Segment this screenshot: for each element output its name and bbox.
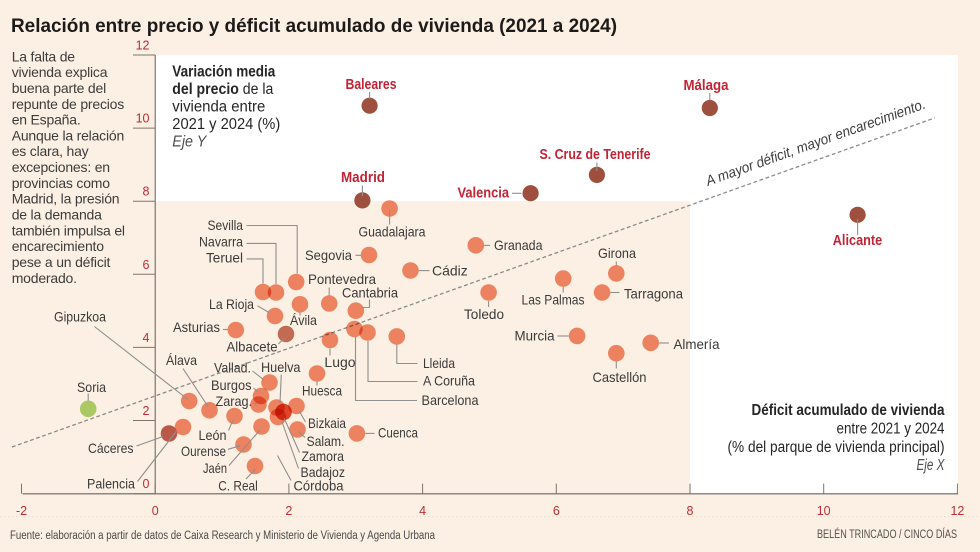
svg-text:Zarag.: Zarag. [216, 393, 253, 409]
svg-text:6: 6 [553, 504, 560, 518]
svg-text:6: 6 [143, 258, 150, 272]
svg-text:Eje X: Eje X [917, 457, 945, 474]
svg-text:excepciones: en: excepciones: en [12, 159, 110, 175]
svg-text:Las Palmas: Las Palmas [522, 292, 585, 308]
svg-text:Eje Y: Eje Y [172, 134, 208, 151]
svg-text:Álava: Álava [166, 352, 197, 368]
svg-text:Cáceres: Cáceres [88, 440, 134, 456]
svg-text:4: 4 [143, 331, 150, 345]
svg-text:Baleares: Baleares [346, 77, 397, 93]
svg-text:entre 2021 y 2024: entre 2021 y 2024 [837, 421, 945, 438]
svg-text:4: 4 [419, 504, 426, 518]
svg-text:Déficit acumulado de vivienda: Déficit acumulado de vivienda [752, 402, 945, 419]
svg-text:Cantabria: Cantabria [342, 285, 398, 301]
svg-text:12: 12 [136, 39, 150, 53]
svg-text:Gipuzkoa: Gipuzkoa [54, 309, 106, 325]
svg-text:Segovia: Segovia [305, 247, 352, 263]
svg-text:2021 y 2024 (%): 2021 y 2024 (%) [172, 116, 280, 133]
svg-text:Castellón: Castellón [593, 369, 647, 385]
svg-text:León: León [199, 427, 227, 443]
svg-text:Bizkaia: Bizkaia [308, 415, 346, 431]
svg-text:2: 2 [143, 404, 150, 418]
svg-text:Lugo: Lugo [324, 354, 355, 370]
svg-text:Fuente: elaboración a partir d: Fuente: elaboración a partir de datos de… [10, 530, 436, 542]
svg-text:0: 0 [152, 504, 159, 518]
svg-text:Soria: Soria [77, 379, 106, 395]
svg-text:del precio de la: del precio de la [172, 81, 273, 98]
svg-text:encarecimiento: encarecimiento [12, 238, 105, 254]
svg-text:0: 0 [143, 477, 150, 491]
svg-text:también impulsa el: también impulsa el [12, 222, 125, 238]
svg-text:-2: -2 [16, 504, 27, 518]
svg-text:Relación entre precio y défici: Relación entre precio y déficit acumulad… [11, 15, 617, 37]
svg-text:Girona: Girona [598, 245, 636, 261]
svg-text:pese a un déficit: pese a un déficit [12, 254, 111, 270]
svg-text:Toledo: Toledo [464, 306, 504, 322]
svg-text:8: 8 [143, 185, 150, 199]
svg-text:Granada: Granada [494, 237, 543, 253]
svg-text:repunte de precios: repunte de precios [12, 96, 125, 112]
svg-text:Burgos: Burgos [211, 377, 252, 393]
svg-text:A Coruña: A Coruña [423, 373, 475, 389]
svg-text:Alicante: Alicante [833, 233, 883, 249]
svg-text:en España.: en España. [12, 112, 81, 128]
svg-text:Barcelona: Barcelona [422, 392, 479, 408]
svg-text:12: 12 [950, 504, 964, 518]
svg-text:Murcia: Murcia [515, 328, 555, 344]
svg-text:Tarragona: Tarragona [624, 286, 683, 302]
svg-text:Albacete: Albacete [227, 339, 278, 355]
svg-text:Almería: Almería [674, 336, 720, 352]
svg-text:La falta de: La falta de [12, 48, 76, 64]
svg-text:10: 10 [817, 504, 831, 518]
svg-text:Huesca: Huesca [302, 383, 342, 399]
svg-text:Zamora: Zamora [302, 448, 345, 464]
svg-text:Asturias: Asturias [173, 319, 220, 335]
svg-text:Aunque la relación: Aunque la relación [12, 127, 124, 143]
svg-text:Valencia: Valencia [458, 186, 510, 202]
svg-text:vivienda entre: vivienda entre [172, 99, 265, 116]
svg-text:Ávila: Ávila [290, 312, 317, 328]
svg-text:S. Cruz de Tenerife: S. Cruz de Tenerife [540, 147, 651, 163]
svg-text:vivienda explica: vivienda explica [12, 64, 108, 80]
svg-text:buena parte del: buena parte del [12, 80, 106, 96]
svg-text:Palencia: Palencia [87, 476, 135, 492]
svg-text:BELÉN TRINCADO / CINCO DÍAS: BELÉN TRINCADO / CINCO DÍAS [817, 528, 957, 541]
svg-text:Teruel: Teruel [206, 250, 243, 266]
svg-text:Cádiz: Cádiz [432, 263, 468, 279]
svg-text:C. Real: C. Real [218, 478, 258, 494]
svg-text:de la demanda: de la demanda [12, 207, 102, 223]
svg-text:La Rioja: La Rioja [209, 296, 254, 312]
svg-text:Pontevedra: Pontevedra [308, 271, 376, 287]
svg-text:Córdoba: Córdoba [294, 478, 344, 494]
svg-text:Lleida: Lleida [423, 355, 455, 371]
svg-text:8: 8 [687, 504, 694, 518]
svg-text:Cuenca: Cuenca [378, 425, 418, 441]
svg-text:Málaga: Málaga [684, 78, 730, 94]
svg-text:es clara, hay: es clara, hay [12, 143, 89, 159]
svg-text:Ourense: Ourense [181, 443, 226, 459]
svg-text:Salam.: Salam. [307, 433, 345, 449]
svg-text:Badajoz: Badajoz [301, 464, 346, 480]
svg-text:Variación media: Variación media [172, 63, 275, 80]
svg-text:Jaén: Jaén [203, 460, 227, 476]
svg-text:Guadalajara: Guadalajara [359, 224, 426, 240]
svg-text:Huelva: Huelva [261, 359, 301, 375]
svg-text:(% del parque de vivienda prin: (% del parque de vivienda principal) [728, 439, 945, 456]
svg-text:Vallad.: Vallad. [214, 360, 251, 376]
svg-text:Madrid, la presión: Madrid, la presión [12, 191, 120, 207]
svg-text:Sevilla: Sevilla [208, 217, 244, 233]
svg-text:10: 10 [136, 112, 150, 126]
svg-text:Navarra: Navarra [199, 234, 243, 250]
svg-text:2: 2 [285, 504, 292, 518]
svg-text:provincias como: provincias como [12, 175, 111, 191]
svg-text:Madrid: Madrid [341, 170, 385, 186]
svg-text:moderado.: moderado. [12, 270, 77, 286]
